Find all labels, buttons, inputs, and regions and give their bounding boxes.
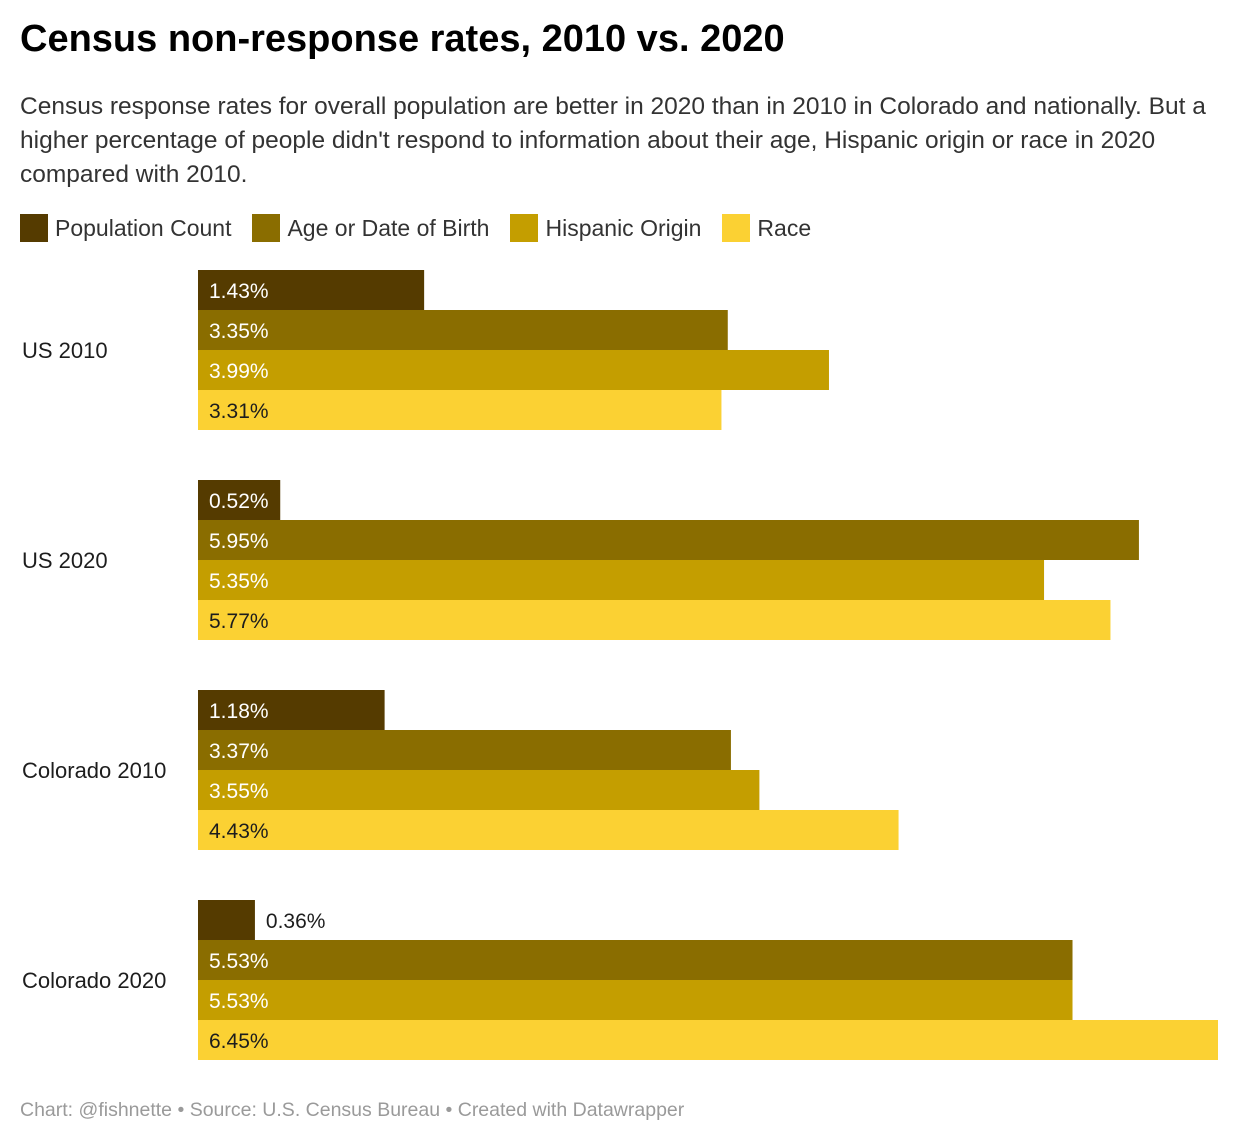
data-label: 5.77% [209, 610, 269, 633]
legend-label: Race [757, 214, 812, 241]
bar-us-2010-population-count [198, 270, 425, 310]
bar-us-2010-age-or-date-of-birth [198, 310, 728, 350]
bar-colorado-2020-hispanic-origin [198, 980, 1073, 1020]
bar-colorado-2020-age-or-date-of-birth [198, 940, 1073, 980]
legend-item-race: Race [722, 214, 811, 242]
bar-colorado-2010-population-count [198, 690, 385, 730]
legend-swatch [252, 214, 281, 242]
bar-colorado-2010-age-or-date-of-birth [198, 730, 731, 770]
bar-us-2010-hispanic-origin [198, 350, 829, 390]
chart-title: Census non-response rates, 2010 vs. 2020 [20, 18, 785, 60]
legend: Population Count Age or Date of Birth Hisp… [20, 214, 832, 242]
legend-item-hispanic-origin: Hispanic Origin [510, 214, 701, 242]
bar-colorado-2020-race [198, 1020, 1218, 1060]
data-label: 3.55% [209, 780, 269, 803]
category-label-colorado-2020: Colorado 2020 [22, 968, 166, 993]
bar-us-2010-race [198, 390, 722, 430]
data-label: 1.18% [209, 700, 269, 723]
legend-label: Hispanic Origin [545, 214, 702, 241]
data-label: 5.53% [209, 990, 269, 1013]
data-label: 0.36% [266, 910, 326, 933]
bar-us-2020-population-count [198, 480, 281, 520]
data-label: 3.99% [209, 360, 269, 383]
data-label: 6.45% [209, 1030, 269, 1053]
data-label: 5.53% [209, 950, 269, 973]
data-label: 3.37% [209, 740, 269, 763]
bar-us-2020-hispanic-origin [198, 560, 1045, 600]
category-label-colorado-2010: Colorado 2010 [22, 758, 166, 783]
data-label: 0.52% [209, 490, 269, 513]
legend-swatch [722, 214, 751, 242]
bar-us-2020-race [198, 600, 1111, 640]
legend-item-age-or-date-of-birth: Age or Date of Birth [252, 214, 489, 242]
data-label: 3.35% [209, 320, 269, 343]
bar-us-2020-age-or-date-of-birth [198, 520, 1139, 560]
data-label: 4.43% [209, 820, 269, 843]
chart-footer: Chart: @fishnette • Source: U.S. Census … [20, 1099, 685, 1121]
legend-label: Age or Date of Birth [287, 214, 490, 241]
data-label: 5.35% [209, 570, 269, 593]
bar-colorado-2020-population-count [198, 900, 255, 940]
data-label: 3.31% [209, 400, 269, 423]
bar-colorado-2010-race [198, 810, 899, 850]
data-label: 5.95% [209, 530, 269, 553]
chart-subtitle: Census response rates for overall popula… [20, 93, 1206, 188]
legend-item-population-count: Population Count [20, 214, 231, 242]
category-label-us-2020: US 2020 [22, 548, 108, 573]
legend-label: Population Count [55, 214, 232, 241]
bar-colorado-2010-hispanic-origin [198, 770, 760, 810]
legend-swatch [510, 214, 539, 242]
category-label-us-2010: US 2010 [22, 338, 108, 363]
legend-swatch [20, 214, 48, 242]
data-label: 1.43% [209, 280, 269, 303]
